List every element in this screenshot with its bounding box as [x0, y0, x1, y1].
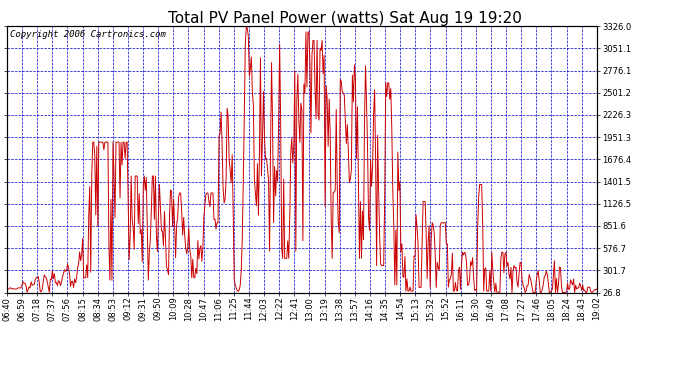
Text: Copyright 2006 Cartronics.com: Copyright 2006 Cartronics.com [10, 30, 166, 39]
Text: Total PV Panel Power (watts) Sat Aug 19 19:20: Total PV Panel Power (watts) Sat Aug 19 … [168, 11, 522, 26]
